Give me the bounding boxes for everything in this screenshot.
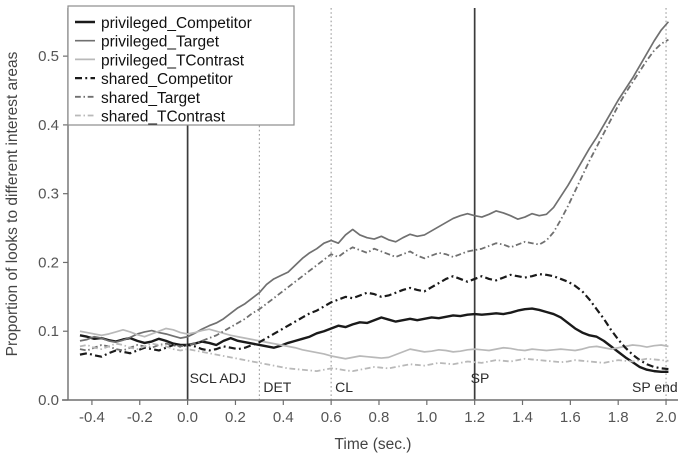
y-tick-label-1: 0.1 bbox=[38, 323, 59, 340]
y-tick-label-2: 0.2 bbox=[38, 254, 59, 271]
x-tick-label-0: -0.4 bbox=[79, 409, 105, 426]
y-tick-label-4: 0.4 bbox=[38, 117, 59, 134]
x-tick-label-9: 1.4 bbox=[512, 409, 533, 426]
y-tick-label-0: 0.0 bbox=[38, 392, 59, 409]
x-axis-title: Time (sec.) bbox=[335, 436, 412, 453]
legend-label-privileged-target: privileged_Target bbox=[101, 34, 220, 51]
x-tick-label-4: 0.4 bbox=[273, 409, 294, 426]
event-label-cl: CL bbox=[335, 379, 353, 395]
legend-box bbox=[67, 5, 295, 126]
y-tick-label-3: 0.3 bbox=[38, 186, 59, 203]
legend-label-privileged-competitor: privileged_Competitor bbox=[101, 15, 252, 32]
series-shared-tcontrast bbox=[79, 342, 669, 373]
series-privileged-tcontrast bbox=[79, 327, 669, 360]
event-label-scl-adj: SCL ADJ bbox=[190, 370, 246, 386]
x-tick-label-8: 1.2 bbox=[464, 409, 485, 426]
series-privileged-competitor bbox=[79, 307, 669, 373]
x-tick-label-12: 2.0 bbox=[656, 409, 677, 426]
legend-label-privileged-tcontrast: privileged_TContrast bbox=[101, 52, 245, 69]
legend-label-shared-competitor: shared_Competitor bbox=[101, 71, 233, 88]
legend-label-shared-target: shared_Target bbox=[101, 90, 201, 107]
series-privileged-target bbox=[79, 21, 670, 344]
event-label-sp: SP bbox=[471, 370, 490, 386]
x-tick-label-7: 1.0 bbox=[416, 409, 437, 426]
x-tick-label-6: 0.8 bbox=[369, 409, 390, 426]
x-tick-label-5: 0.6 bbox=[321, 409, 342, 426]
x-tick-label-3: 0.2 bbox=[225, 409, 246, 426]
x-tick-label-10: 1.6 bbox=[560, 409, 581, 426]
x-tick-label-2: 0.0 bbox=[177, 409, 198, 426]
event-label-sp-end: SP end bbox=[632, 379, 678, 395]
x-tick-label-11: 1.8 bbox=[608, 409, 629, 426]
event-label-det: DET bbox=[263, 379, 291, 395]
x-tick-label-1: -0.2 bbox=[127, 409, 153, 426]
y-tick-label-5: 0.5 bbox=[38, 48, 59, 65]
series-shared-competitor bbox=[79, 273, 669, 371]
legend-label-shared-tcontrast: shared_TContrast bbox=[101, 109, 226, 126]
series-shared-target bbox=[79, 38, 669, 352]
y-axis-title: Proportion of looks to different interes… bbox=[4, 51, 21, 356]
